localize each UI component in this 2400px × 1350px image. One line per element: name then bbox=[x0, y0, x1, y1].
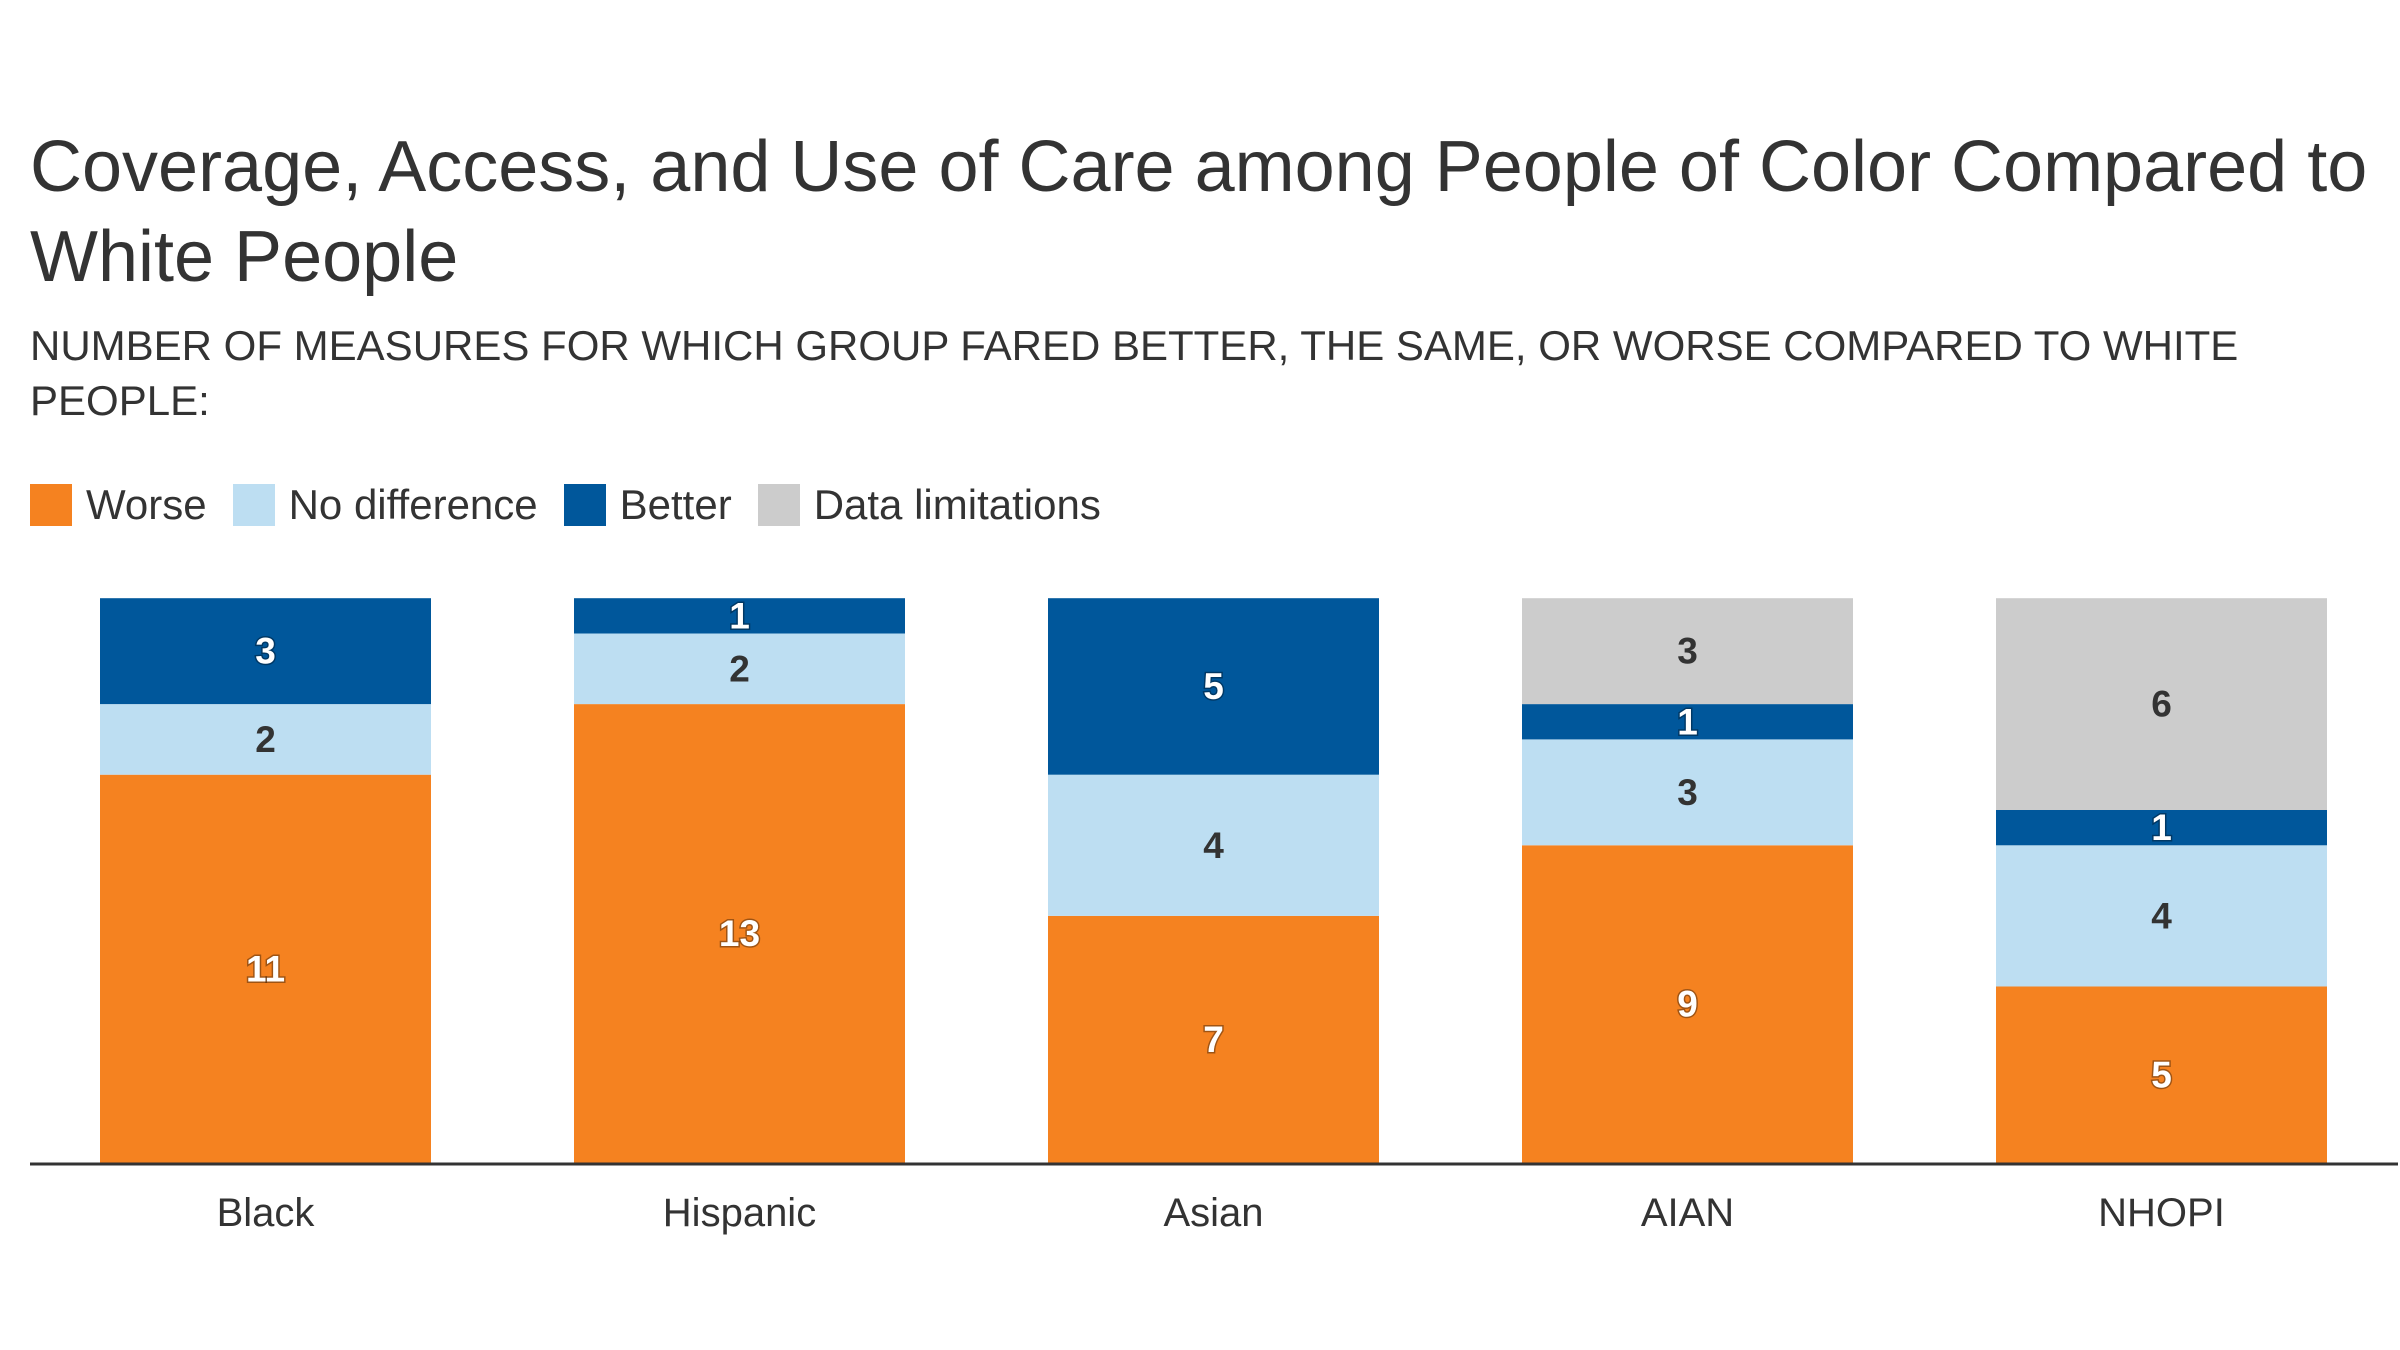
data-label-asian-better: 5 bbox=[1203, 666, 1224, 707]
bar-segment-aian-data-limitations bbox=[1522, 598, 1853, 705]
bar-segment-aian-no-difference bbox=[1522, 739, 1853, 846]
data-label-hispanic-better: 1 bbox=[729, 595, 750, 636]
bar-segment-black-no-difference bbox=[100, 704, 431, 775]
data-label-nhopi-better: 1 bbox=[2151, 807, 2172, 848]
legend-item-better: Better bbox=[563, 481, 732, 529]
data-label-black-worse: 11 bbox=[246, 948, 285, 989]
legend-swatch-no-difference bbox=[232, 484, 275, 526]
chart-legend: Worse No difference Better Data limitati… bbox=[30, 481, 1127, 529]
legend-item-no-difference: No difference bbox=[232, 481, 538, 529]
legend-swatch-data-limitations bbox=[757, 484, 800, 526]
data-label-asian-no-difference: 4 bbox=[1203, 825, 1224, 866]
x-tick-label-aian: AIAN bbox=[1641, 1191, 1734, 1235]
x-tick-label-black: Black bbox=[217, 1191, 316, 1235]
bar-segment-nhopi-better bbox=[1996, 810, 2327, 846]
bar-segment-nhopi-data-limitations bbox=[1996, 598, 2327, 810]
x-tick-label-hispanic: Hispanic bbox=[663, 1191, 816, 1235]
bar-segment-asian-worse bbox=[1048, 915, 1379, 1163]
bar-segment-asian-better bbox=[1048, 598, 1379, 775]
data-label-hispanic-no-difference: 2 bbox=[729, 648, 750, 689]
data-label-black-better: 3 bbox=[255, 631, 276, 672]
data-label-aian-data-limitations: 3 bbox=[1677, 631, 1698, 672]
legend-label-worse: Worse bbox=[86, 481, 207, 528]
bar-segment-aian-better bbox=[1522, 704, 1853, 740]
x-tick-label-asian: Asian bbox=[1163, 1191, 1263, 1235]
legend-swatch-worse bbox=[30, 484, 72, 526]
chart-subtitle: NUMBER OF MEASURES FOR WHICH GROUP FARED… bbox=[30, 322, 2239, 424]
data-label-black-no-difference: 2 bbox=[255, 719, 276, 760]
legend-label-better: Better bbox=[619, 481, 732, 528]
data-label-aian-worse: 9 bbox=[1677, 984, 1698, 1025]
bar-segment-aian-worse bbox=[1522, 845, 1853, 1163]
data-label-hispanic-worse: 13 bbox=[719, 913, 760, 954]
bar-segment-black-worse bbox=[100, 774, 431, 1163]
legend-swatch-better bbox=[563, 484, 606, 526]
bar-segment-hispanic-better bbox=[574, 598, 905, 634]
x-tick-label-nhopi: NHOPI bbox=[2098, 1191, 2225, 1235]
bar-segment-asian-no-difference bbox=[1048, 774, 1379, 916]
bar-segment-black-better bbox=[100, 598, 431, 705]
legend-label-data-limitations: Data limitations bbox=[813, 481, 1101, 528]
data-label-nhopi-no-difference: 4 bbox=[2151, 895, 2172, 936]
legend-item-worse: Worse bbox=[30, 481, 207, 529]
data-label-aian-better: 1 bbox=[1677, 701, 1698, 742]
legend-label-no-difference: No difference bbox=[288, 481, 538, 528]
bar-segment-nhopi-no-difference bbox=[1996, 845, 2327, 987]
bar-segment-hispanic-worse bbox=[574, 704, 905, 1163]
data-label-aian-no-difference: 3 bbox=[1677, 772, 1698, 813]
bar-segment-hispanic-no-difference bbox=[574, 633, 905, 705]
data-label-nhopi-worse: 5 bbox=[2151, 1054, 2172, 1095]
data-label-asian-worse: 7 bbox=[1203, 1019, 1224, 1060]
legend-item-data-limitations: Data limitations bbox=[757, 481, 1101, 529]
bar-segment-nhopi-worse bbox=[1996, 986, 2327, 1163]
chart-title: Coverage, Access, and Use of Care among … bbox=[30, 127, 2368, 297]
data-label-nhopi-data-limitations: 6 bbox=[2151, 684, 2172, 725]
